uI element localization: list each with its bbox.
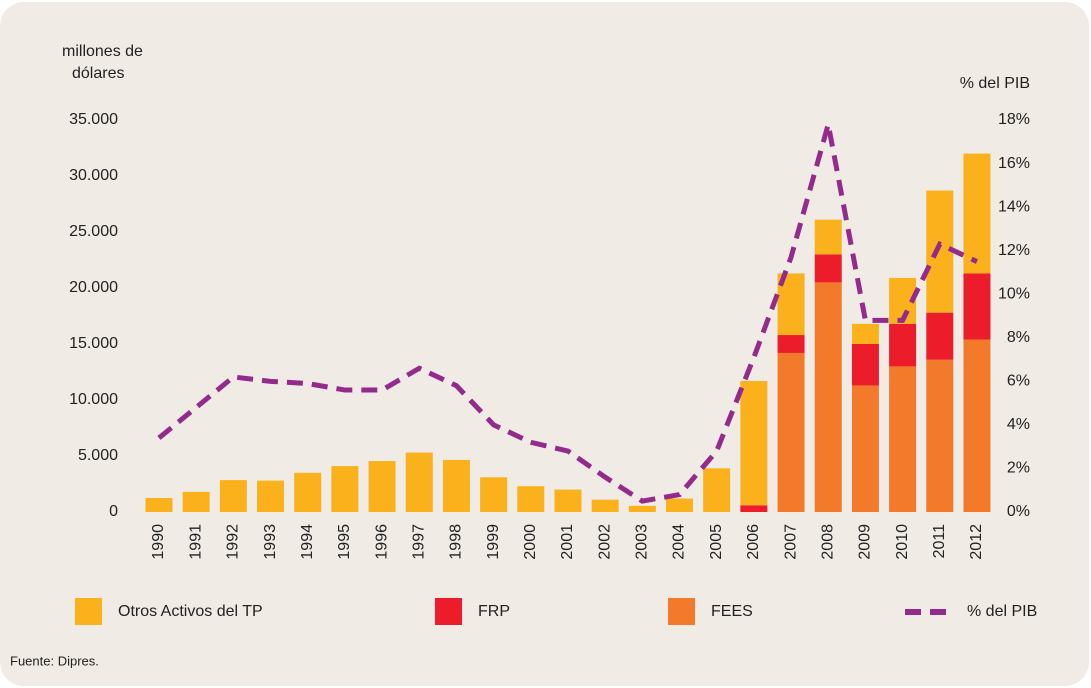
bar-segment — [368, 461, 396, 512]
bar-segment — [442, 459, 470, 512]
y2-tick-label: 18% — [998, 111, 1030, 128]
x-tick-label: 2003 — [634, 524, 651, 560]
bar-segment — [740, 380, 768, 506]
x-tick-label: 1995 — [336, 524, 353, 560]
x-tick-label: 2009 — [857, 524, 874, 560]
x-tick-label: 1997 — [410, 524, 427, 560]
bar-segment — [628, 505, 656, 512]
bar-segment — [405, 452, 433, 512]
bar-segment — [331, 466, 359, 512]
x-tick-label: 2006 — [745, 524, 762, 560]
bar-segment — [851, 385, 879, 512]
x-tick-label: 2005 — [708, 524, 725, 560]
bar-segment — [777, 352, 805, 512]
bar-segment — [182, 491, 210, 512]
bar-segment — [257, 480, 285, 512]
y-tick-label: 5.000 — [78, 447, 118, 464]
bar-segment — [591, 499, 619, 512]
bar-segment — [814, 282, 842, 512]
legend-label: % del PIB — [967, 603, 1037, 620]
x-tick-label: 1996 — [373, 524, 390, 560]
bar-segment — [963, 273, 991, 340]
y2-tick-label: 16% — [998, 155, 1030, 172]
source: Fuente: Dipres. — [10, 653, 99, 668]
y2-tick-label: 2% — [1007, 460, 1030, 477]
legend-label: FEES — [711, 603, 753, 620]
legend-swatch — [668, 598, 695, 625]
y2-axis-title: % del PIB — [960, 75, 1030, 92]
x-tick-label: 2008 — [819, 524, 836, 560]
bar-segment — [926, 359, 954, 512]
bar-segment — [926, 312, 954, 360]
y2-tick-label: 4% — [1007, 416, 1030, 433]
bar-segment — [740, 505, 768, 512]
line — [157, 123, 979, 504]
x-tick-label: 1991 — [187, 524, 204, 560]
bar-segment — [554, 489, 582, 512]
y-tick-label: 15.000 — [69, 335, 118, 352]
bar-segment — [294, 472, 322, 512]
bar-segment — [777, 335, 805, 353]
bar-segment — [145, 498, 173, 512]
x-tick-label: 1993 — [262, 524, 279, 560]
x-tick-label: 2012 — [968, 524, 985, 560]
bar-segment — [814, 219, 842, 255]
x-tick-label: 2011 — [931, 524, 948, 559]
bar-segment — [219, 480, 247, 512]
y2-tick-label: 0% — [1007, 503, 1030, 520]
x-tick-label: 1990 — [150, 524, 167, 560]
bar-segment — [814, 254, 842, 283]
x-tick-label: 2001 — [559, 524, 576, 560]
y2-tick-label: 10% — [998, 285, 1030, 302]
y-axis-title: millones de — [62, 43, 143, 60]
y2-tick-label: 8% — [1007, 329, 1030, 346]
legend-swatch — [75, 598, 102, 625]
x-tick-label: 2000 — [522, 524, 539, 560]
bar-segment — [851, 323, 879, 344]
bar-segment — [851, 344, 879, 386]
x-tick-label: 2002 — [596, 524, 613, 560]
bar-segment — [703, 468, 731, 512]
y-tick-label: 35.000 — [69, 111, 118, 128]
y-tick-label: 25.000 — [69, 223, 118, 240]
y2-tick-label: 12% — [998, 242, 1030, 259]
bar-segment — [666, 498, 694, 512]
bar-segment — [963, 339, 991, 512]
bar-segment — [480, 477, 508, 512]
x-tick-label: 1998 — [448, 524, 465, 560]
y-tick-label: 30.000 — [69, 167, 118, 184]
legend-label: Otros Activos del TP — [118, 603, 263, 620]
bar-segment — [926, 190, 954, 313]
legend-label: FRP — [478, 603, 510, 620]
bar-segment — [889, 323, 917, 367]
y-tick-label: 10.000 — [69, 391, 118, 408]
x-tick-label: 1992 — [225, 524, 242, 560]
x-tick-label: 2004 — [671, 524, 688, 560]
x-tick-label: 2007 — [782, 524, 799, 560]
y-tick-label: 0 — [109, 503, 118, 520]
bar-segment — [963, 153, 991, 274]
x-tick-label: 1999 — [485, 524, 502, 560]
y-tick-label: 20.000 — [69, 279, 118, 296]
y2-tick-label: 6% — [1007, 373, 1030, 390]
bar-segment — [517, 486, 545, 512]
legend-swatch — [435, 598, 462, 625]
y2-tick-label: 14% — [998, 198, 1030, 215]
x-tick-label: 1994 — [299, 524, 316, 560]
x-tick-label: 2010 — [894, 524, 911, 560]
bar-segment — [889, 366, 917, 512]
y-axis-title: dólares — [72, 65, 124, 82]
